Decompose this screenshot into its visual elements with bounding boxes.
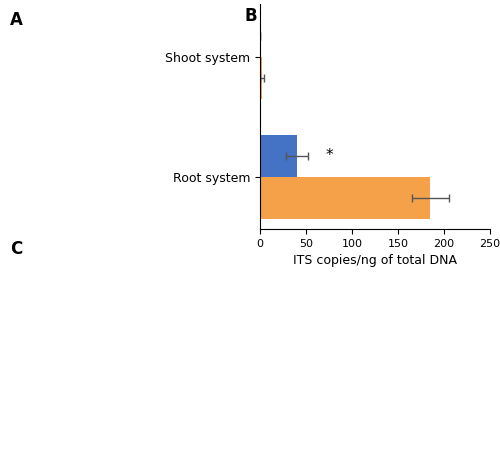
X-axis label: ITS copies/ng of total DNA: ITS copies/ng of total DNA <box>293 254 457 267</box>
Text: A: A <box>10 11 22 29</box>
Bar <box>260 135 297 177</box>
Text: B: B <box>245 7 258 25</box>
Bar <box>260 177 430 219</box>
Text: C: C <box>10 240 22 258</box>
Bar <box>260 57 262 99</box>
Text: *: * <box>325 148 333 163</box>
